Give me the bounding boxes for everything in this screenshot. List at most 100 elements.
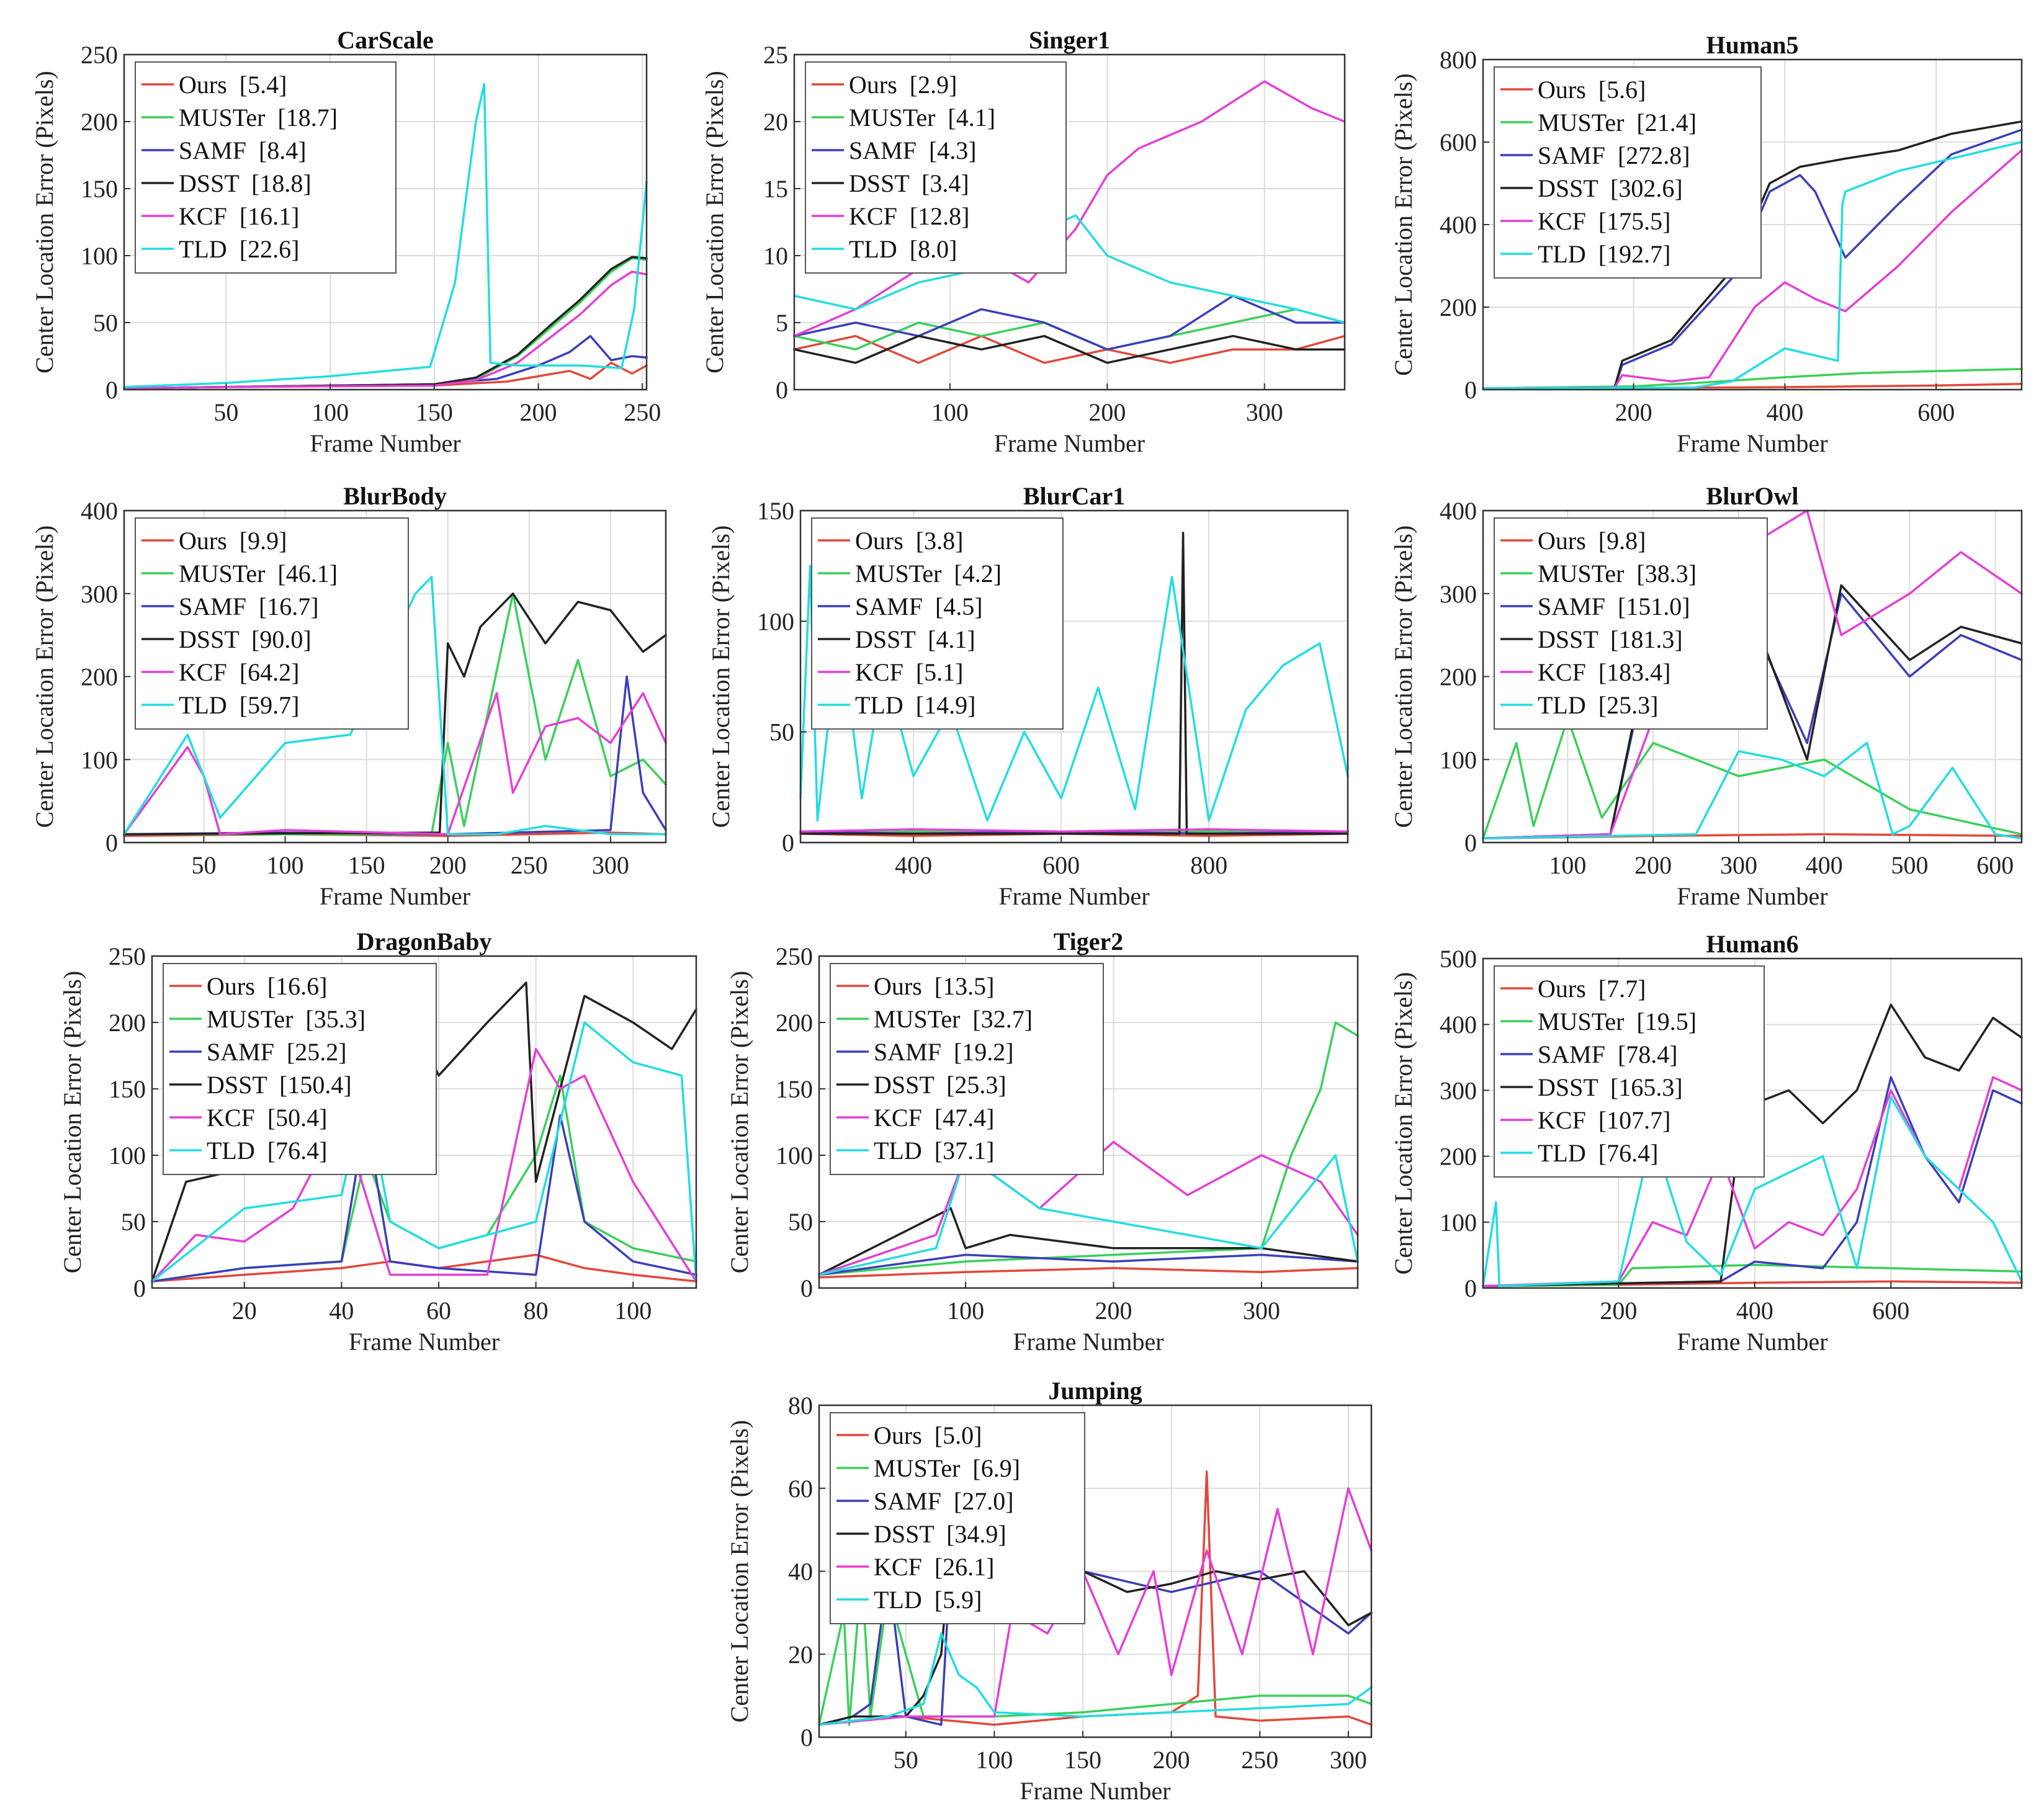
legend-label-samf: SAMF [4.5] bbox=[855, 593, 983, 620]
y-tick-label: 200 bbox=[1440, 293, 1477, 321]
legend-label-samf: SAMF [272.8] bbox=[1538, 141, 1690, 169]
y-tick-label: 300 bbox=[1440, 1076, 1477, 1104]
axes-box bbox=[151, 955, 697, 1289]
x-tick-label: 100 bbox=[947, 1297, 984, 1325]
legend-label-samf: SAMF [4.3] bbox=[849, 136, 977, 164]
legend-label-dsst: DSST [150.4] bbox=[207, 1071, 352, 1099]
x-axis-label: Frame Number bbox=[1677, 882, 1827, 910]
x-tick-label: 300 bbox=[1243, 1297, 1280, 1325]
x-tick-label: 200 bbox=[520, 398, 557, 426]
x-tick-label: 250 bbox=[1241, 1746, 1278, 1774]
y-tick-label: 150 bbox=[109, 1075, 146, 1103]
legend-label-tld: TLD [22.6] bbox=[179, 235, 299, 263]
y-tick-label: 40 bbox=[788, 1558, 813, 1586]
chart-title: Human5 bbox=[1706, 31, 1799, 59]
y-tick-label: 0 bbox=[782, 829, 794, 857]
y-tick-label: 0 bbox=[133, 1274, 146, 1302]
series-line-kcf bbox=[1482, 149, 2023, 390]
series-line-kcf bbox=[818, 1487, 1373, 1726]
chart-jumping: 50 100 150 200 250 300 0 20 40 60 80 Jumping Frame N… bbox=[725, 1377, 1373, 1805]
series-line-muster bbox=[818, 1021, 1359, 1276]
x-tick-label: 400 bbox=[1736, 1297, 1773, 1325]
series-line-muster bbox=[123, 593, 667, 836]
x-tick-label: 300 bbox=[592, 851, 629, 879]
x-tick-label: 100 bbox=[975, 1746, 1013, 1774]
legend-label-kcf: KCF [26.1] bbox=[874, 1553, 994, 1581]
x-tick-label: 800 bbox=[1190, 851, 1227, 879]
legend-label-muster: MUSTer [46.1] bbox=[179, 560, 338, 588]
legend-label-tld: TLD [8.0] bbox=[849, 235, 957, 263]
y-tick-label: 600 bbox=[1440, 128, 1477, 156]
legend-label-ours: Ours [7.7] bbox=[1538, 975, 1646, 1003]
legend-box bbox=[1494, 66, 1762, 279]
y-tick-label: 0 bbox=[105, 829, 118, 857]
x-axis-label: Frame Number bbox=[349, 1328, 500, 1356]
x-tick-label: 200 bbox=[1095, 1297, 1132, 1325]
x-tick-label: 60 bbox=[426, 1297, 451, 1325]
y-axis-label: Center Location Error (Pixels) bbox=[707, 526, 735, 828]
series-line-samf bbox=[1482, 1076, 2023, 1287]
series-line-kcf bbox=[799, 828, 1349, 833]
series-line-samf bbox=[818, 1253, 1359, 1276]
y-tick-label: 400 bbox=[1440, 1011, 1477, 1039]
chart-tiger2: 100 200 300 0 50 100 150 200 250 Tiger2 Frame Numb… bbox=[725, 928, 1359, 1356]
legend-label-tld: TLD [76.4] bbox=[207, 1137, 327, 1165]
legend-label-dsst: DSST [181.3] bbox=[1538, 625, 1683, 653]
y-tick-label: 200 bbox=[81, 663, 118, 691]
legend-label-dsst: DSST [18.8] bbox=[179, 169, 312, 197]
y-tick-label: 200 bbox=[1440, 663, 1477, 691]
series-line-samf bbox=[151, 1114, 697, 1283]
y-axis-label: Center Location Error (Pixels) bbox=[725, 971, 753, 1274]
legend-label-samf: SAMF [151.0] bbox=[1538, 593, 1690, 620]
x-tick-label: 100 bbox=[1549, 851, 1586, 879]
series-line-dsst bbox=[123, 593, 667, 836]
y-tick-label: 100 bbox=[81, 746, 118, 774]
y-tick-label: 0 bbox=[776, 376, 788, 404]
legend-box bbox=[1494, 965, 1765, 1178]
y-tick-label: 25 bbox=[763, 41, 788, 69]
x-axis-label: Frame Number bbox=[1013, 1328, 1163, 1356]
series-line-tld bbox=[793, 214, 1346, 324]
legend-label-ours: Ours [9.8] bbox=[1538, 527, 1646, 555]
y-tick-label: 50 bbox=[788, 1208, 813, 1236]
x-tick-label: 200 bbox=[1153, 1746, 1190, 1774]
y-axis-label: Center Location Error (Pixels) bbox=[30, 526, 58, 828]
y-tick-label: 250 bbox=[81, 41, 118, 69]
y-tick-label: 0 bbox=[1464, 376, 1477, 404]
chart-human6: 200 400 600 0 100 200 300 400 500 Human6 Frame Num… bbox=[1389, 930, 2023, 1356]
x-tick-label: 20 bbox=[232, 1297, 257, 1325]
y-tick-label: 0 bbox=[105, 376, 118, 404]
series-line-dsst bbox=[1482, 120, 2023, 390]
series-line-tld bbox=[1482, 741, 2023, 840]
y-tick-label: 150 bbox=[757, 497, 794, 525]
y-tick-label: 250 bbox=[776, 942, 813, 970]
chart-blurbody: 50 100 150 200 250 300 0 100 200 300 400 BlurBody Fr… bbox=[30, 482, 667, 910]
chart-blurcar1: 400 600 800 0 50 100 150 BlurCar1 Frame Number Ce… bbox=[707, 482, 1349, 910]
legend-label-dsst: DSST [34.9] bbox=[874, 1520, 1006, 1548]
x-axis-label: Frame Number bbox=[1020, 1777, 1170, 1805]
legend-label-muster: MUSTer [38.3] bbox=[1538, 560, 1697, 588]
chart-title: BlurCar1 bbox=[1023, 482, 1125, 510]
legend-label-muster: MUSTer [32.7] bbox=[874, 1005, 1033, 1033]
legend-label-ours: Ours [16.6] bbox=[207, 972, 327, 1000]
y-axis-label: Center Location Error (Pixels) bbox=[1389, 972, 1417, 1275]
legend-label-ours: Ours [3.8] bbox=[855, 527, 963, 555]
legend-label-muster: MUSTer [4.2] bbox=[855, 560, 1002, 588]
x-tick-label: 250 bbox=[624, 398, 661, 426]
axes-box bbox=[123, 53, 648, 391]
legend-label-ours: Ours [2.9] bbox=[849, 71, 957, 99]
legend-label-kcf: KCF [12.8] bbox=[849, 202, 969, 230]
x-tick-label: 80 bbox=[524, 1297, 549, 1325]
series-line-tld bbox=[1482, 1096, 2023, 1287]
series-line-tld bbox=[123, 576, 667, 836]
x-tick-label: 300 bbox=[1720, 851, 1757, 879]
y-tick-label: 200 bbox=[109, 1009, 146, 1037]
x-tick-label: 200 bbox=[1088, 398, 1126, 426]
legend-label-dsst: DSST [3.4] bbox=[849, 169, 969, 197]
legend-label-tld: TLD [5.9] bbox=[874, 1586, 982, 1614]
y-tick-label: 200 bbox=[1440, 1143, 1477, 1171]
legend-label-kcf: KCF [183.4] bbox=[1538, 658, 1670, 686]
legend-label-kcf: KCF [64.2] bbox=[179, 658, 299, 686]
x-tick-label: 150 bbox=[416, 398, 453, 426]
